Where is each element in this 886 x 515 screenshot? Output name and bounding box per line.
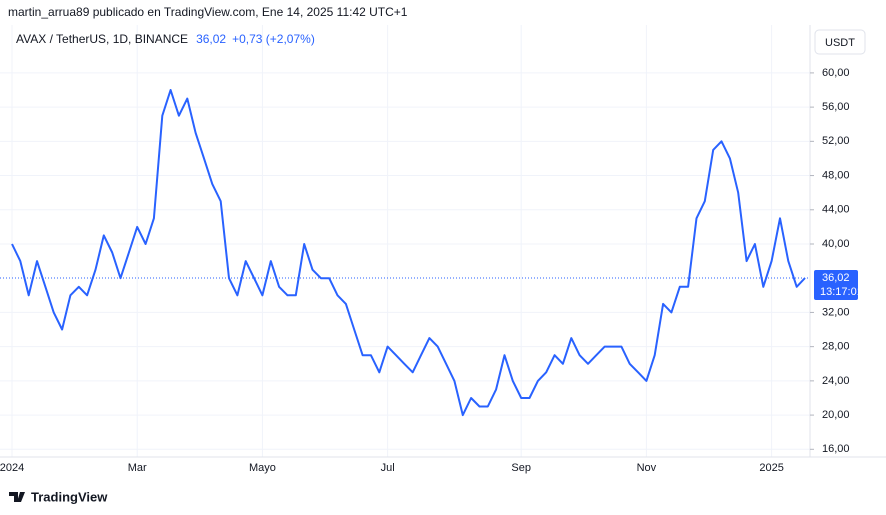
- currency-button[interactable]: [814, 29, 866, 55]
- y-tick-label: 32,00: [822, 306, 850, 318]
- x-tick-label: Sep: [511, 462, 531, 474]
- legend-symbol: AVAX / TetherUS, 1D, BINANCE: [16, 32, 188, 46]
- countdown: 13:17:01: [820, 286, 863, 298]
- y-tick-label: 28,00: [822, 341, 850, 353]
- y-tick-label: 24,00: [822, 375, 850, 387]
- y-tick-label: 40,00: [822, 238, 850, 250]
- y-tick-label: 16,00: [822, 443, 850, 455]
- footer-logo: [9, 492, 25, 502]
- price-label: 36,02: [822, 272, 850, 284]
- y-tick-label: 48,00: [822, 169, 850, 181]
- y-tick-label: 52,00: [822, 135, 850, 147]
- price-label-box: [814, 270, 858, 301]
- y-tick-label: 20,00: [822, 409, 850, 421]
- legend-price: 36,02: [196, 32, 226, 46]
- y-tick-label: 44,00: [822, 204, 850, 216]
- x-tick-label: Nov: [637, 462, 657, 474]
- price-line: [11, 89, 806, 417]
- x-tick-label: Mar: [128, 462, 147, 474]
- x-tick-label: 2025: [759, 462, 783, 474]
- x-tick-label: Jul: [381, 462, 395, 474]
- y-tick-label: 60,00: [822, 67, 850, 79]
- legend-change: +0,73 (+2,07%): [232, 32, 315, 46]
- currency-label[interactable]: USDT: [825, 37, 855, 49]
- x-tick-label: 2024: [0, 462, 24, 474]
- footer-brand: TradingView: [31, 489, 108, 504]
- x-tick-label: Mayo: [249, 462, 276, 474]
- y-tick-label: 56,00: [822, 101, 850, 113]
- attribution: martin_arrua89 publicado en TradingView.…: [8, 5, 408, 19]
